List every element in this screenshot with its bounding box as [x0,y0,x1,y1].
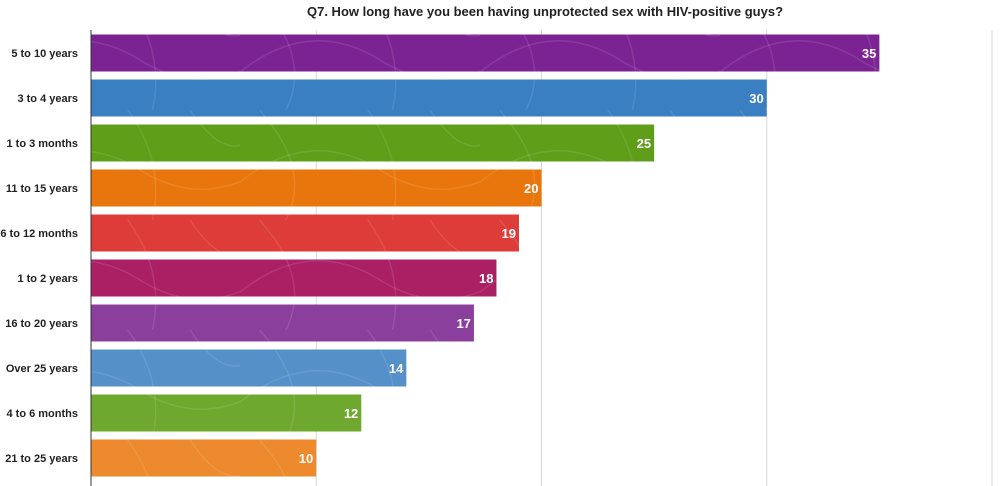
category-label: 21 to 25 years [5,453,78,465]
bar-texture [91,214,519,252]
bar-texture [91,169,542,207]
value-label: 10 [299,451,313,466]
bar-texture [91,349,407,387]
value-label: 30 [749,91,763,106]
category-label: Over 25 years [6,363,78,375]
value-labels: 35 30 25 20 19 18 17 14 12 10 [299,46,877,466]
chart-title: Q7. How long have you been having unprot… [307,4,783,19]
category-label: 5 to 10 years [11,48,78,60]
category-labels: 5 to 10 years 3 to 4 years 1 to 3 months 11… [0,48,78,465]
bar-texture [91,304,474,342]
value-label: 19 [502,226,516,241]
value-label: 18 [479,271,493,286]
value-label: 17 [456,316,470,331]
bar-texture [91,439,317,477]
value-label: 35 [862,46,876,61]
value-label: 25 [637,136,651,151]
category-label: 6 to 12 months [0,228,78,240]
value-label: 20 [524,181,538,196]
value-label: 12 [344,406,358,421]
bar-texture [91,394,362,432]
bars-group [91,34,880,477]
category-label: 11 to 15 years [6,183,78,195]
category-label: 3 to 4 years [17,93,78,105]
bar-texture [91,34,880,72]
bar-texture [91,79,767,117]
bar-texture [91,124,655,162]
category-label: 16 to 20 years [5,318,78,330]
bar-texture [91,259,497,297]
category-label: 4 to 6 months [6,408,78,420]
value-label: 14 [389,361,404,376]
category-label: 1 to 3 months [6,138,78,150]
category-label: 1 to 2 years [17,273,78,285]
